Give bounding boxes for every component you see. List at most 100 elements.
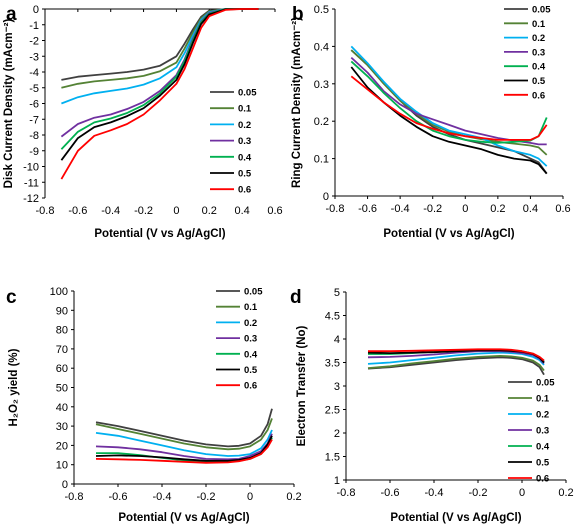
series-line-0.3: [60, 8, 259, 138]
series-line-0.5: [350, 66, 548, 175]
legend-label-0.1: 0.1: [238, 104, 252, 115]
y-tick-label: 2: [334, 428, 340, 440]
x-tick-label: -0.2: [423, 203, 442, 215]
x-tick-label: 0.2: [490, 203, 505, 215]
y-tick-label: 30: [56, 421, 68, 433]
y-tick-label: 3: [334, 381, 340, 393]
series-line-0.4: [350, 60, 548, 144]
series-line-0.05: [367, 356, 545, 376]
panel-c: c 0 10 20 30 40 50 60 70 80 90 100 -0.8 -0.6 -0.4 -0.2 0…: [6, 286, 302, 524]
x-tick-label: 0.2: [558, 487, 573, 499]
legend: 0.05 0.1 0.2 0.3 0.4 0.5 0.6: [504, 5, 551, 101]
x-tick-label: -0.6: [109, 491, 128, 503]
x-tick-label: -0.6: [68, 205, 87, 217]
x-axis-title: Potential (V vs Ag/AgCl): [390, 512, 521, 524]
x-axis-title: Potential (V vs Ag/AgCl): [94, 228, 225, 240]
y-tick-label: -7: [29, 114, 39, 126]
series-line-0.6: [368, 348, 545, 362]
y-tick-label: 0: [33, 4, 39, 16]
y-axis-title: H₂O₂ yield (%): [8, 348, 20, 426]
panel-letter-b: b: [292, 4, 304, 25]
x-tick-label: 0.2: [286, 491, 301, 503]
y-tick-label: -12: [23, 193, 39, 205]
series-line-0.2: [61, 8, 259, 105]
y-tick-label: 0.4: [314, 41, 329, 53]
y-tick-label: 0.3: [314, 79, 329, 91]
legend-label-0.5: 0.5: [238, 169, 252, 180]
y-tick-label: 0: [323, 191, 329, 203]
legend-label-0.3: 0.3: [238, 136, 251, 147]
series-line-0.6: [60, 8, 259, 180]
x-tick-label: -0.2: [134, 205, 153, 217]
panel-letter-c: c: [6, 287, 17, 308]
series-line-0.3: [95, 433, 273, 461]
y-tick-label: 3.5: [325, 358, 340, 370]
panel-b: b 0 0.1 0.2 0.3 0.4 0.5 -0.8 -0.6 -0.4 -0.2 0 0.2 0.4…: [291, 4, 571, 240]
legend-label-0.1: 0.1: [532, 19, 546, 30]
x-tick-label: -0.6: [381, 487, 400, 499]
series-line-0.6: [350, 75, 548, 141]
series-line-0.1: [95, 418, 273, 451]
y-axis-title: Electron Transfer (No): [296, 325, 308, 446]
y-tick-label: 0.1: [314, 154, 329, 166]
legend-label-0.2: 0.2: [244, 318, 257, 329]
y-tick-label: 60: [56, 363, 68, 375]
x-tick-label: -0.6: [358, 203, 377, 215]
legend-label-0.4: 0.4: [244, 349, 258, 360]
y-tick-label: 0.2: [314, 116, 329, 128]
y-tick-label: 2.5: [325, 405, 340, 417]
legend: 0.05 0.1 0.2 0.3 0.4 0.5 0.6: [210, 88, 257, 196]
x-tick-label: 0.6: [555, 203, 570, 215]
legend-label-0.4: 0.4: [536, 442, 550, 453]
legend-label-0.2: 0.2: [238, 120, 251, 131]
y-tick-label: -10: [23, 162, 39, 174]
y-tick-label: -3: [29, 51, 39, 63]
series-line-0.05: [61, 8, 259, 81]
legend-label-0.3: 0.3: [244, 334, 257, 345]
y-tick-label: 40: [56, 402, 68, 414]
y-tick-label: 5: [334, 287, 340, 299]
y-tick-label: -8: [29, 130, 39, 142]
x-tick-label: -0.4: [153, 491, 172, 503]
legend-label-0.05: 0.05: [244, 287, 263, 298]
series-line-0.6: [95, 439, 273, 464]
y-tick-label: -9: [29, 146, 39, 158]
y-tick-label: 0: [62, 479, 68, 491]
series-line-0.05: [95, 408, 273, 448]
legend-label-0.5: 0.5: [536, 458, 550, 469]
x-tick-label: 0: [462, 203, 468, 215]
legend: 0.05 0.1 0.2 0.3 0.4 0.5 0.6: [216, 287, 263, 392]
legend-label-0.1: 0.1: [244, 302, 258, 313]
panel-letter-d: d: [290, 287, 302, 308]
x-tick-label: 0.2: [202, 205, 217, 217]
x-tick-label: -0.8: [337, 487, 356, 499]
series-line-0.2: [95, 429, 273, 457]
y-tick-label: -4: [29, 67, 39, 79]
x-tick-label: -0.4: [425, 487, 444, 499]
legend-label-0.2: 0.2: [532, 33, 545, 44]
legend-label-0.5: 0.5: [244, 365, 258, 376]
legend-label-0.6: 0.6: [244, 381, 257, 392]
series-line-0.05: [350, 49, 548, 175]
legend-label-0.3: 0.3: [532, 47, 545, 58]
x-tick-label: -0.8: [326, 203, 345, 215]
series-line-0.5: [95, 435, 273, 462]
x-tick-label: -0.8: [65, 491, 84, 503]
y-tick-label: 90: [56, 305, 68, 317]
x-tick-label: -0.8: [36, 205, 55, 217]
legend-label-0.6: 0.6: [532, 90, 545, 101]
y-tick-label: -1: [29, 20, 39, 32]
x-tick-label: -0.2: [469, 487, 488, 499]
x-tick-label: -0.2: [197, 491, 216, 503]
x-axis-title: Potential (V vs Ag/AgCl): [118, 512, 249, 524]
series-line-0.5: [60, 8, 259, 161]
y-tick-label: 10: [56, 460, 68, 472]
x-tick-label: 0: [173, 205, 179, 217]
y-tick-label: -6: [29, 99, 39, 111]
legend-label-0.05: 0.05: [238, 88, 257, 99]
y-tick-label: 1: [334, 475, 340, 487]
y-tick-label: 4.5: [325, 311, 340, 323]
y-tick-label: 100: [50, 286, 68, 298]
x-tick-label: 0.4: [523, 203, 538, 215]
